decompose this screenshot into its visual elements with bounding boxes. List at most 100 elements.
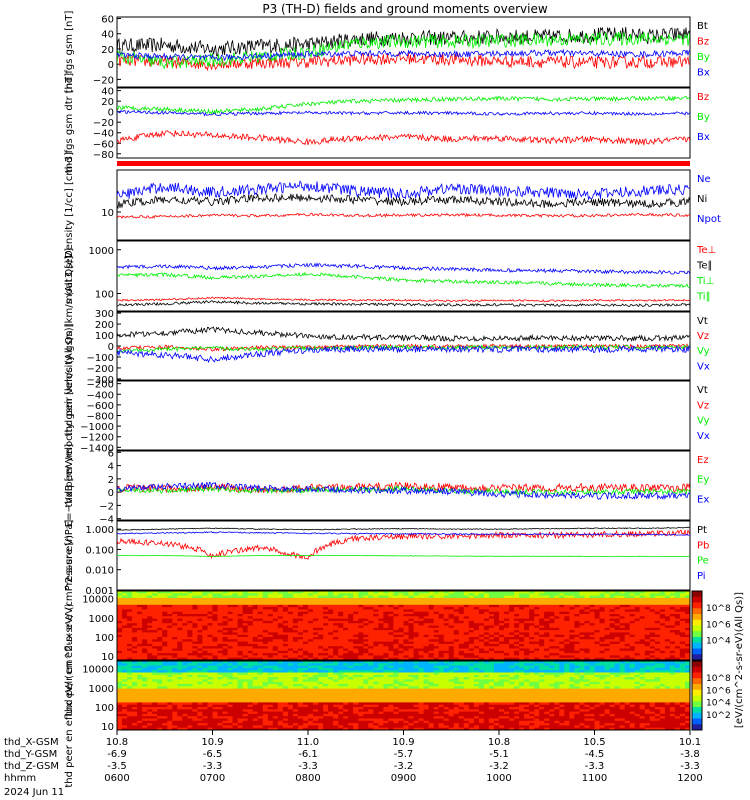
spec-cell	[408, 616, 414, 620]
spec-cell	[554, 643, 560, 647]
spec-cell	[122, 637, 128, 640]
spec-cell	[338, 690, 344, 694]
spec-cell	[433, 593, 440, 597]
spec-cell	[669, 632, 676, 636]
spec-cell	[398, 653, 404, 656]
spec-cell	[564, 634, 570, 638]
spec-cell	[398, 616, 404, 620]
spec-cell	[187, 632, 193, 636]
spec-cell	[167, 725, 173, 729]
spec-cell	[212, 679, 218, 683]
spec-cell	[599, 653, 605, 656]
spec-cell	[629, 597, 636, 601]
spec-cell	[358, 614, 364, 617]
spec-cell	[664, 611, 671, 615]
spec-cell	[142, 625, 148, 629]
spec-cell	[363, 604, 369, 608]
spec-cell	[323, 688, 329, 692]
spec-cell	[172, 720, 178, 724]
spec-cell	[343, 639, 349, 643]
spec-cell	[554, 639, 560, 643]
spec-cell	[574, 602, 580, 606]
spec-cell	[343, 591, 349, 594]
spec-cell	[187, 657, 193, 661]
spec-cell	[569, 627, 575, 631]
spec-cell	[539, 657, 545, 661]
spec-cell	[172, 677, 178, 680]
spec-cell	[423, 655, 430, 659]
spec-cell	[222, 634, 229, 638]
spec-cell	[237, 648, 244, 652]
spec-cell	[624, 616, 631, 620]
spec-cell	[544, 618, 550, 622]
spec-cell	[177, 709, 183, 713]
spec-cell	[408, 630, 414, 633]
spec-cell	[272, 723, 279, 726]
spec-cell	[584, 623, 590, 626]
spec-cell	[458, 634, 465, 638]
spec-cell	[247, 616, 254, 620]
spec-cell	[669, 634, 676, 638]
spec-cell	[323, 684, 329, 687]
spec-cell	[483, 620, 490, 624]
legend-Te⊥: Te⊥	[696, 245, 716, 256]
spec-cell	[368, 623, 374, 626]
spec-cell	[207, 697, 213, 701]
spec-cell	[403, 625, 409, 629]
spec-cell	[132, 625, 138, 629]
spec-cell	[308, 614, 314, 617]
spec-cell	[413, 648, 420, 652]
spec-cell	[323, 655, 329, 659]
spec-cell	[267, 670, 274, 673]
spec-cell	[197, 646, 203, 649]
spec-cell	[619, 591, 626, 594]
spec-cell	[519, 616, 525, 620]
spec-cell	[589, 630, 595, 633]
spec-cell	[147, 713, 153, 717]
spec-cell	[544, 657, 550, 661]
spec-cell	[217, 623, 223, 626]
spec-cell	[338, 657, 344, 661]
spec-cell	[534, 616, 540, 620]
spec-cell	[132, 700, 138, 703]
spec-cell	[338, 637, 344, 640]
spec-cell	[348, 648, 354, 652]
spec-cell	[147, 646, 153, 649]
spec-cell	[137, 663, 143, 667]
spec-cell	[152, 725, 158, 729]
spec-cell	[177, 688, 183, 692]
series-By	[117, 31, 690, 70]
spec-cell	[659, 627, 666, 631]
spec-cell	[212, 630, 218, 633]
spec-cell	[157, 686, 163, 690]
spec-cell	[644, 591, 651, 594]
spec-cell	[468, 597, 475, 601]
spec-cell	[242, 720, 249, 724]
spec-cell	[443, 641, 450, 645]
spec-cell	[207, 716, 213, 719]
spec-cell	[252, 655, 259, 659]
spec-cell	[604, 639, 611, 643]
spec-cell	[619, 641, 626, 645]
spec-cell	[207, 646, 213, 649]
spec-cell	[549, 602, 555, 606]
spec-cell	[202, 707, 208, 710]
spec-cell	[398, 655, 404, 659]
spec-cell	[473, 614, 480, 617]
spec-cell	[589, 593, 595, 597]
spec-cell	[182, 663, 188, 667]
spec-cell	[373, 591, 379, 594]
spec-cell	[172, 718, 178, 722]
spec-cell	[167, 639, 173, 643]
spec-cell	[267, 661, 274, 664]
spec-cell	[282, 623, 289, 626]
spec-cell	[368, 609, 374, 613]
spec-cell	[157, 650, 163, 654]
spec-cell	[674, 630, 681, 633]
spec-cell	[277, 713, 284, 717]
spec-cell	[338, 611, 344, 615]
spec-cell	[649, 618, 656, 622]
spec-cell	[499, 646, 505, 649]
spec-cell	[333, 690, 339, 694]
